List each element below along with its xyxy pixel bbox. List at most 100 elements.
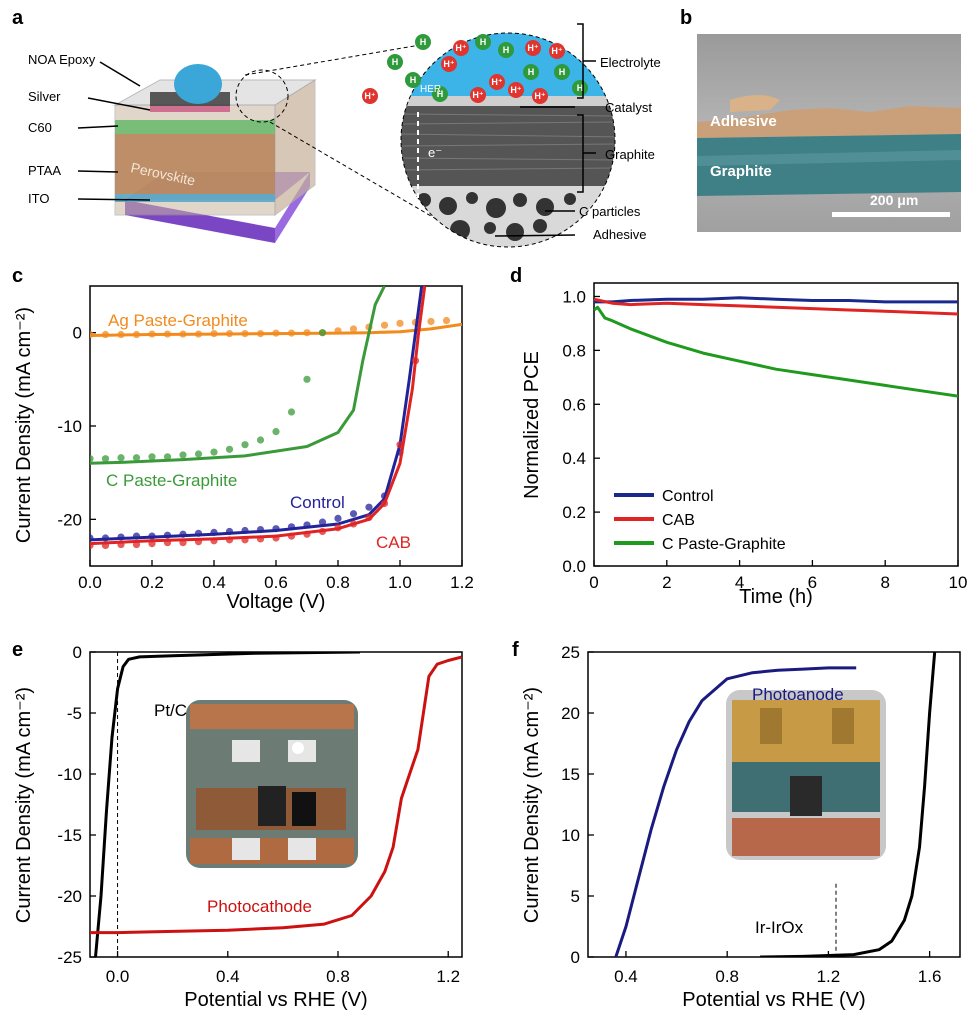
series-label: Photocathode [207,897,312,916]
photocathode-device-photo [186,700,358,868]
proton: H⁺ [527,43,538,53]
h-atom: H [410,75,417,85]
zoom-source-circle [235,69,289,123]
x-tick-label: 8 [880,573,889,592]
zoom-detail [401,33,615,247]
series-ag-paste-graphite-point [427,317,435,326]
series-c-paste-graphite-point [179,451,187,459]
proton: H⁺ [510,85,521,95]
zoom-label-c-particles: C particles [579,204,641,219]
y-tick-label: -10 [57,417,82,436]
series-label: Ag Paste-Graphite [108,311,248,330]
y-tick-label: 0.2 [562,503,586,522]
panel-letter-d: d [510,265,522,287]
series-label: Control [290,493,345,512]
series-label: CAB [376,533,411,552]
series-ag-paste-graphite-line [90,322,462,337]
h-atom: H [528,67,535,77]
h-atom: H [420,37,427,47]
y-axis-label: Normalized PCE [521,351,543,499]
plot-frame [593,282,959,567]
series-ag-paste-graphite-point [349,325,358,333]
y-tick-label: 0.0 [562,557,586,576]
series-c-paste-graphite-point [272,428,280,436]
series-c-paste-graphite-point [210,448,218,456]
legend-label: Control [662,488,714,505]
x-axis-label: Potential vs RHE (V) [184,989,367,1011]
x-tick-label: 1.2 [436,967,460,986]
panel-e-photocathode: e 0.0 0.4 0.8 1.2 0 -5 -10 -15 -20 -25 Potential v… [12,639,463,1011]
h-atom: H [437,89,444,99]
series-photoanode-line [614,666,857,957]
series-label: C Paste-Graphite [106,471,237,490]
proton: H⁺ [364,91,375,101]
y-tick-label: 0.8 [562,341,586,360]
y-tick-label: -15 [57,826,82,845]
legend-label: CAB [662,512,695,529]
series-c-paste-graphite-point [163,453,172,461]
series-c-paste-graphite-point [90,455,94,463]
layer-label-silver: Silver [28,89,61,104]
series-c-paste-graphite-point [303,375,311,383]
x-tick-label: 0.8 [326,967,350,986]
series-ag-paste-graphite-point [396,319,404,327]
x-tick-label: 1.6 [918,967,942,986]
proton: H⁺ [455,43,466,53]
x-tick-label: 0.6 [264,573,288,592]
panel-a: a Perovskite NOA Epoxy Silver C60 PTAA I… [12,7,661,248]
series-c-paste-graphite-point [101,455,110,463]
y-axis-label: Current Density (mA cm⁻²) [13,307,35,543]
x-axis-label: Voltage (V) [227,591,326,613]
legend-label: C Paste-Graphite [662,536,786,553]
x-tick-label: 0.4 [216,967,240,986]
h-atom: H [503,45,510,55]
panel-f-photoanode: f 0.4 0.8 1.2 1.6 0 5 10 15 20 25 Potential vs RHE… [512,639,961,1011]
x-tick-label: 0 [589,573,598,592]
proton: H⁺ [491,77,502,87]
proton: H⁺ [443,59,454,69]
series-c-paste-graphite-point [148,453,156,461]
x-tick-label: 6 [808,573,817,592]
scale-bar-label: 200 μm [870,192,918,208]
y-tick-label: -20 [57,510,82,529]
series-c-paste-graphite-point [241,441,249,449]
y-tick-label: -20 [57,887,82,906]
x-tick-label: 1.0 [388,573,412,592]
panel-b: b Adhesive Graphite 200 μm [680,7,961,232]
panel-letter-e: e [12,639,23,661]
x-tick-label: 0.0 [78,573,102,592]
layer-label-ptaa: PTAA [28,163,61,178]
series-c-paste-graphite-line [90,286,386,465]
panel-c-jv-curves: c 0.0 0.2 0.4 0.6 0.8 1.0 1.2 -20 -10 0 Voltage (V… [12,265,474,613]
h-atom: H [559,67,566,77]
scale-bar [832,212,950,217]
series-cab-line [594,297,958,316]
series-control-line [594,296,958,304]
series-c-paste-graphite-point [132,454,141,462]
y-tick-label: 0.4 [562,449,586,468]
device-stack-illustration: Perovskite [113,64,317,243]
y-tick-label: 0 [73,643,82,662]
y-tick-label: 10 [561,826,580,845]
y-axis-label: Current Density (mA cm⁻²) [521,687,543,923]
x-tick-label: 1.2 [450,573,474,592]
series-c-paste-graphite-point [318,329,327,337]
zoom-label-electrolyte: Electrolyte [600,55,661,70]
her-label: HER [420,84,441,95]
series-ag-paste-graphite-point [442,316,451,325]
proton: H⁺ [534,91,545,101]
proton: H⁺ [472,90,483,100]
zoom-label-adhesive: Adhesive [593,227,646,242]
series-photocathode-line [90,655,462,935]
photoanode-device-photo [726,690,886,860]
x-tick-label: 2 [662,573,671,592]
series-c-paste-graphite-point [225,445,234,453]
x-tick-label: 0.4 [202,573,226,592]
adhesive-label: Adhesive [710,113,777,130]
series-c-paste-graphite-point [194,450,203,458]
x-tick-label: 10 [949,573,968,592]
panel-letter-a: a [12,7,24,29]
y-tick-label: -5 [67,704,82,723]
y-tick-label: 5 [571,887,580,906]
x-axis-label: Potential vs RHE (V) [682,989,865,1011]
